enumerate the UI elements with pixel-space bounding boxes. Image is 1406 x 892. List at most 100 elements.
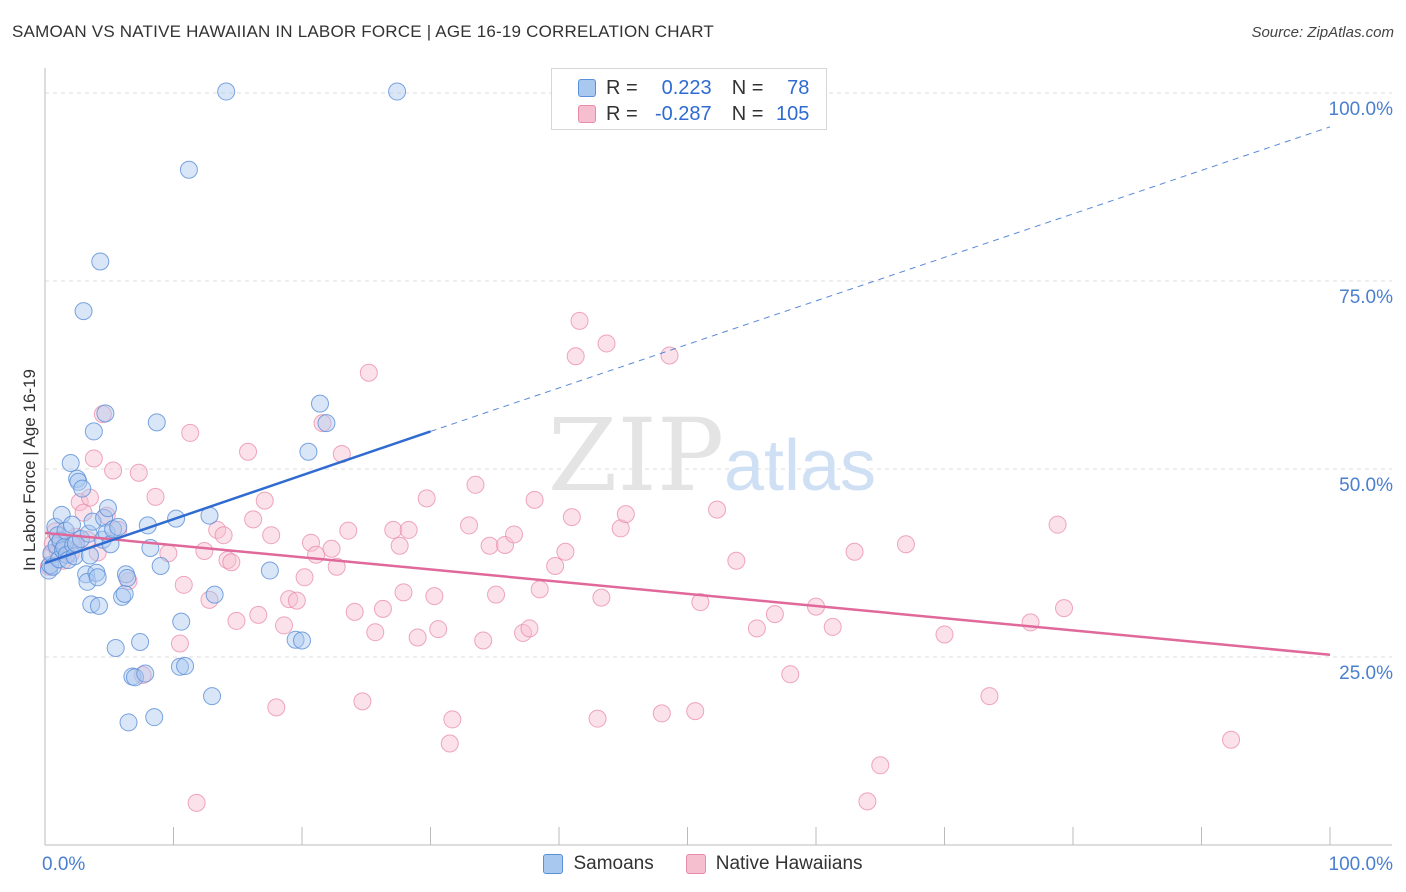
hawaiian-point <box>262 526 281 545</box>
hawaiian-point <box>394 583 413 602</box>
hawaiian-point <box>896 535 915 554</box>
samoan-point <box>88 568 107 587</box>
x-tick-label: 0.0% <box>42 854 85 875</box>
samoan-point <box>113 587 132 606</box>
hawaiian-point <box>588 709 607 728</box>
hawaiian-point <box>373 599 392 618</box>
samoan-point <box>179 160 198 179</box>
samoan-point <box>299 442 318 461</box>
hawaiian-point <box>359 363 378 382</box>
samoan-point <box>61 454 80 473</box>
samoan-point <box>317 414 336 433</box>
hawaiians-legend-swatch <box>685 854 706 874</box>
samoan-point <box>91 252 110 271</box>
hawaiian-point <box>200 590 219 609</box>
samoans-legend-label: Samoans <box>573 853 654 874</box>
hawaiian-point <box>181 423 200 442</box>
hawaiian-point <box>307 545 326 564</box>
samoan-point <box>68 469 87 488</box>
legend-item-hawaiians[interactable]: Native Hawaiians <box>685 853 863 875</box>
samoan-point <box>83 512 102 531</box>
hawaiians-r-value: -0.287 <box>654 102 712 125</box>
hawaiian-point <box>322 539 341 558</box>
samoans-legend-swatch <box>543 854 564 874</box>
samoan-point <box>172 612 191 631</box>
n-label: N = <box>731 76 764 99</box>
trend-lines <box>44 126 1331 656</box>
hawaiian-point <box>275 616 294 635</box>
hawaiian-point <box>267 698 286 717</box>
correlation-legend: R = 0.223 N = 78 R = -0.287 N = 105 <box>551 68 827 130</box>
hawaiian-point <box>520 619 539 638</box>
samoan-point <box>388 82 407 101</box>
samoan-point <box>293 631 311 650</box>
r-label: R = <box>606 102 638 125</box>
samoan-point <box>119 713 138 732</box>
hawaiian-point <box>345 602 364 621</box>
legend-row-samoans: R = 0.223 N = 78 <box>578 77 809 99</box>
samoan-point <box>109 517 128 536</box>
hawaiian-point <box>443 710 462 729</box>
hawaiians-n-value: 105 <box>776 102 810 125</box>
y-tick-label: 100.0% <box>1329 99 1394 120</box>
x-tick-label: 100.0% <box>1329 854 1394 875</box>
samoan-point <box>170 657 189 676</box>
hawaiian-point <box>84 449 103 468</box>
hawaiian-point <box>390 536 409 555</box>
samoan-point <box>106 638 125 657</box>
hawaiian-point <box>222 553 241 572</box>
hawaiian-point <box>239 442 258 461</box>
y-tick-label: 50.0% <box>1339 475 1393 496</box>
samoan-point <box>118 569 137 588</box>
samoan-trend-line <box>44 430 431 565</box>
x-tick-labels: 0.0% 100.0% <box>42 854 1393 875</box>
hawaiian-point <box>566 347 585 366</box>
samoan-point <box>62 515 81 534</box>
hawaiian-point <box>556 542 575 561</box>
samoan-point <box>74 302 93 321</box>
samoan-point <box>205 585 224 604</box>
hawaiian-point <box>845 542 864 561</box>
hawaiian-point <box>1021 613 1040 632</box>
hawaiian-point <box>129 463 148 482</box>
hawaiian-point <box>1055 599 1074 618</box>
watermark-atlas: atlas <box>724 426 876 506</box>
samoans-r-value: 0.223 <box>661 76 712 99</box>
hawaiian-point <box>525 490 544 509</box>
hawaiian-point <box>562 508 581 527</box>
samoan-point <box>145 708 164 727</box>
hawaiian-point <box>616 505 635 524</box>
y-tick-labels: 25.0% 50.0% 75.0% 100.0% <box>1329 99 1394 684</box>
hawaiian-point <box>195 541 214 560</box>
hawaiian-point <box>747 619 766 638</box>
legend-row-hawaiians: R = -0.287 N = 105 <box>578 103 809 125</box>
hawaiian-point <box>708 500 727 519</box>
hawaiian-point <box>408 628 427 647</box>
hawaiian-trend-line <box>44 531 1331 656</box>
samoan-points <box>39 82 407 732</box>
hawaiian-point <box>146 487 165 506</box>
axes <box>44 68 1392 846</box>
samoans-n-value: 78 <box>787 76 810 99</box>
series-legend: Samoans Native Hawaiians <box>0 852 1406 876</box>
hawaiians-swatch <box>578 105 596 123</box>
hawaiian-point <box>287 591 306 610</box>
hawaiian-point <box>530 580 549 599</box>
hawaiian-point <box>174 575 193 594</box>
legend-item-samoans[interactable]: Samoans <box>543 853 654 875</box>
hawaiian-point <box>366 623 385 642</box>
samoan-point <box>82 595 101 614</box>
hawaiian-point <box>823 617 842 636</box>
samoan-point <box>96 404 115 423</box>
hawaiian-point <box>660 346 679 365</box>
hawaiian-point <box>980 687 999 706</box>
samoan-point <box>151 557 170 576</box>
samoan-point <box>260 561 279 580</box>
hawaiian-point <box>691 593 710 612</box>
hawaiian-point <box>70 493 89 512</box>
hawaiian-point <box>496 535 515 554</box>
hawaiian-point <box>935 625 954 644</box>
samoans-swatch <box>578 79 596 97</box>
samoan-point <box>310 394 329 413</box>
hawaiian-points <box>39 311 1241 812</box>
